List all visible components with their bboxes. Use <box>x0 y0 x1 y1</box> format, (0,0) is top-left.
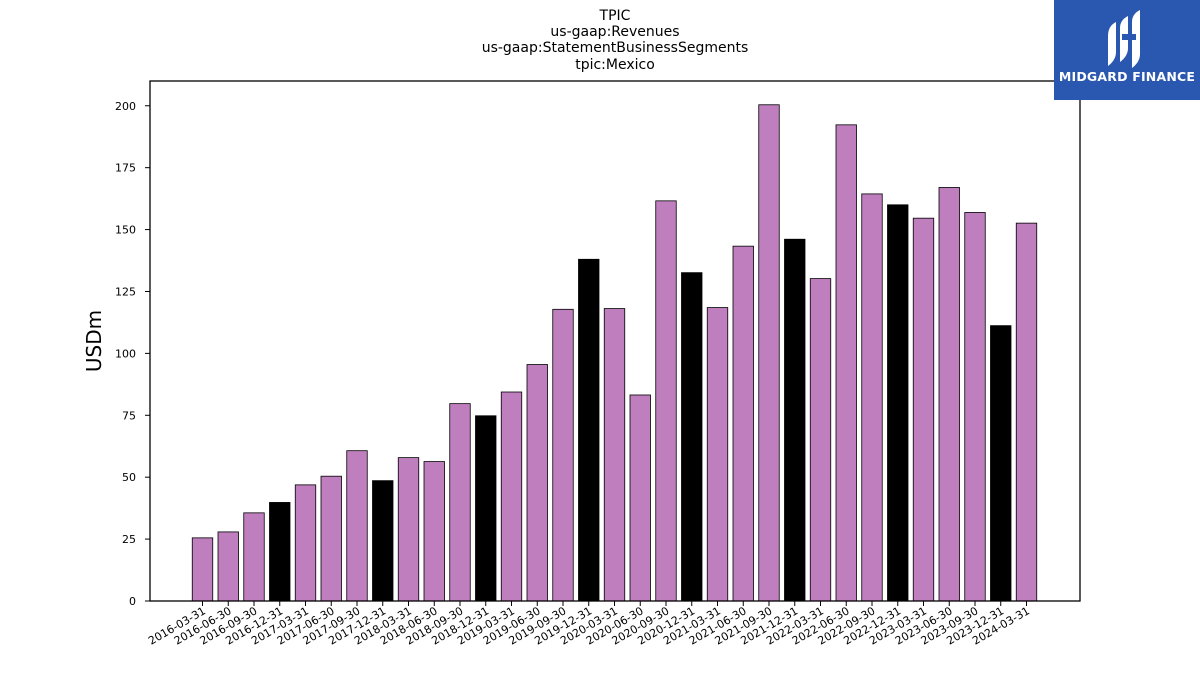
y-axis: 0 25 50 75 100 125 150 175 200 <box>115 100 150 608</box>
bar-2022-06-30 <box>835 124 857 602</box>
bar-2022-12-31 <box>887 204 909 602</box>
bar-2020-03-31 <box>603 308 626 602</box>
y-tick-label: 100 <box>115 347 136 360</box>
logo-mark-icon <box>1108 10 1140 68</box>
bar-2017-09-30 <box>346 450 368 602</box>
bar-2017-03-31 <box>294 484 317 602</box>
bar-2016-06-30 <box>217 531 239 602</box>
y-tick-label: 25 <box>122 533 136 546</box>
bar-2020-09-30 <box>655 200 677 602</box>
chart-title-line-2: us-gaap:Revenues <box>550 24 680 40</box>
y-tick-label: 150 <box>115 224 136 237</box>
bar-2020-06-30 <box>629 394 651 602</box>
bar-2018-06-30 <box>423 461 445 602</box>
bar-2019-06-30 <box>526 364 548 602</box>
bar-2021-12-31 <box>784 238 806 602</box>
bar-2017-12-31 <box>372 480 394 602</box>
y-tick-label: 75 <box>122 409 136 422</box>
chart-title-line-4: tpic:Mexico <box>575 57 655 73</box>
bar-2019-03-31 <box>500 391 523 602</box>
bars-group <box>191 104 1038 602</box>
bar-2023-09-30 <box>964 212 986 602</box>
midgard-finance-logo: MIDGARD FINANCE <box>1054 0 1200 100</box>
bar-2016-09-30 <box>243 512 265 602</box>
y-tick-label: 50 <box>122 471 136 484</box>
bar-2020-12-31 <box>681 272 703 602</box>
bar-2022-09-30 <box>861 193 883 602</box>
bar-2023-12-31 <box>990 325 1012 602</box>
y-tick-label: 200 <box>115 100 136 113</box>
bar-2023-03-31 <box>912 217 935 602</box>
chart-title-line-3: us-gaap:StatementBusinessSegments <box>481 40 749 56</box>
bar-2019-12-31 <box>578 258 600 602</box>
bar-2021-09-30 <box>758 104 780 602</box>
y-tick-label: 175 <box>115 162 136 175</box>
bar-2022-03-31 <box>809 278 832 602</box>
bar-2021-06-30 <box>732 245 754 602</box>
bar-2018-03-31 <box>397 457 420 602</box>
bar-2018-09-30 <box>449 403 471 602</box>
y-axis-label: USDm <box>82 310 106 372</box>
x-axis: 2016-03-312016-06-302016-09-302016-12-31… <box>146 601 1032 648</box>
bar-2018-12-31 <box>475 415 497 602</box>
y-tick-label: 0 <box>129 595 136 608</box>
bar-2019-09-30 <box>552 308 574 602</box>
bar-2016-12-31 <box>269 502 291 602</box>
bar-2024-03-31 <box>1015 222 1038 602</box>
chart-title-line-1: TPIC <box>599 8 631 24</box>
y-tick-label: 125 <box>115 285 136 298</box>
bar-2017-06-30 <box>320 475 342 602</box>
bar-2016-03-31 <box>191 537 214 602</box>
bar-2023-06-30 <box>938 187 960 602</box>
bar-2021-03-31 <box>706 307 729 602</box>
logo-text: MIDGARD FINANCE <box>1058 69 1196 84</box>
